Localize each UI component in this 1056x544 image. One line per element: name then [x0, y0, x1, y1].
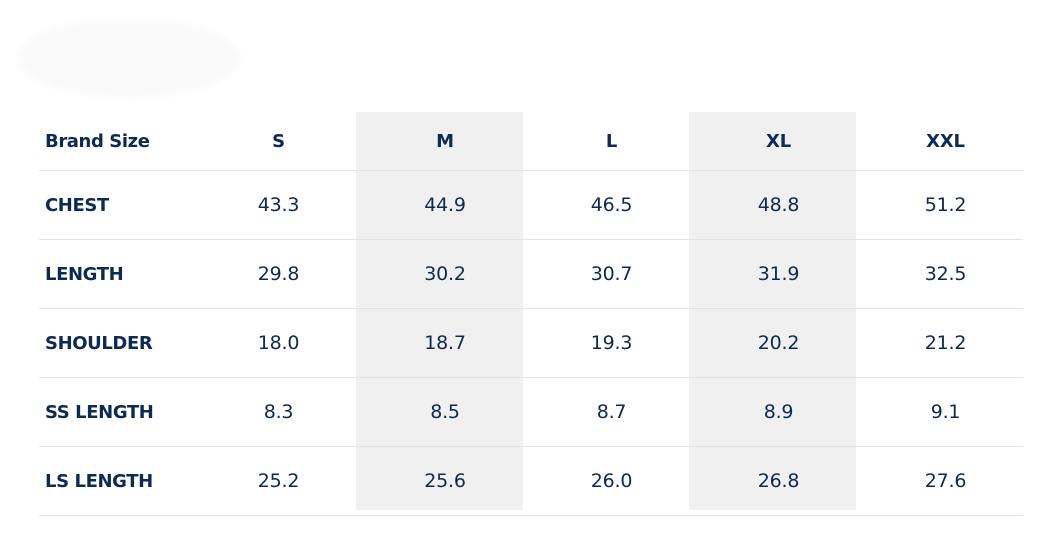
table-row: LS LENGTH 25.2 25.6 26.0 26.8 27.6 [39, 447, 1023, 516]
table-cell: 18.7 [424, 332, 466, 354]
table-cell: 29.8 [257, 263, 300, 285]
table-cell: 8.3 [263, 401, 294, 423]
table-cell: 30.7 [590, 263, 633, 285]
table-cell: 32.5 [924, 263, 967, 285]
table-cell: 8.5 [430, 401, 460, 423]
table-cell: 21.2 [924, 332, 967, 354]
row-label: SS LENGTH [45, 401, 154, 423]
table-cell: 46.5 [590, 194, 633, 216]
table-cell: 19.3 [590, 332, 633, 354]
size-chart-table: Brand Size S M L XL XXL CHEST 43.3 44.9 … [39, 112, 1023, 516]
table-cell: 18.0 [257, 332, 300, 354]
table-row: SS LENGTH 8.3 8.5 8.7 8.9 9.1 [39, 378, 1023, 447]
faded-logo-placeholder [18, 18, 240, 98]
table-cell: 30.2 [424, 263, 466, 285]
table-cell: 51.2 [924, 194, 967, 216]
table-cell: 48.8 [757, 194, 800, 216]
table-cell: 27.6 [924, 470, 967, 492]
table-row: LENGTH 29.8 30.2 30.7 31.9 32.5 [39, 240, 1023, 309]
table-cell: 20.2 [757, 332, 800, 354]
table-header-row: Brand Size S M L XL XXL [39, 112, 1023, 171]
table-cell: 8.9 [763, 401, 794, 423]
row-label: LENGTH [45, 263, 124, 285]
header-size-xl: XL [766, 130, 791, 152]
table-cell: 25.2 [257, 470, 300, 492]
row-label: CHEST [45, 194, 109, 216]
table-row: CHEST 43.3 44.9 46.5 48.8 51.2 [39, 171, 1023, 240]
header-brand-size: Brand Size [45, 130, 150, 152]
header-size-s: S [272, 130, 285, 152]
table-cell: 25.6 [424, 470, 466, 492]
header-size-l: L [605, 130, 618, 152]
row-label: LS LENGTH [45, 470, 153, 492]
header-size-xxl: XXL [926, 130, 965, 152]
table-cell: 26.0 [590, 470, 633, 492]
column-highlight-m [356, 112, 523, 510]
table-cell: 43.3 [257, 194, 300, 216]
table-cell: 44.9 [424, 194, 466, 216]
table-row: SHOULDER 18.0 18.7 19.3 20.2 21.2 [39, 309, 1023, 378]
table-cell: 26.8 [757, 470, 800, 492]
table-cell: 9.1 [930, 401, 961, 423]
row-label: SHOULDER [45, 332, 153, 354]
table-cell: 8.7 [596, 401, 627, 423]
column-highlight-xl [689, 112, 856, 510]
header-size-m: M [436, 130, 454, 152]
table-cell: 31.9 [757, 263, 800, 285]
